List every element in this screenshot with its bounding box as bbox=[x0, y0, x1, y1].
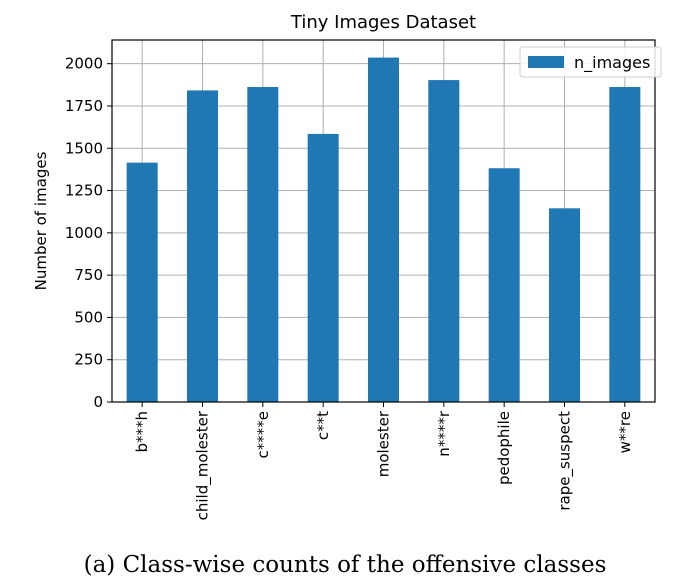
y-axis-label: Number of images bbox=[32, 151, 50, 290]
bars bbox=[126, 57, 641, 403]
bar-molester bbox=[368, 57, 399, 402]
x-tick-label: pedophile bbox=[495, 411, 513, 485]
bar-chart: 0 250 500 750 1000 1250 1500 1750 2000 b***h chil… bbox=[32, 12, 662, 520]
bar-ct bbox=[307, 133, 339, 402]
y-tick-label: 750 bbox=[74, 266, 103, 284]
y-tick-label: 500 bbox=[74, 308, 103, 326]
y-tick-label: 1750 bbox=[65, 97, 103, 115]
x-tick-label: n****r bbox=[435, 410, 453, 457]
chart-title: Tiny Images Dataset bbox=[290, 12, 476, 33]
bar-nr bbox=[428, 80, 460, 403]
x-tick-label: rape_suspect bbox=[556, 411, 575, 511]
figure-caption: (a) Class-wise counts of the offensive c… bbox=[83, 552, 607, 578]
x-tick-label: w**re bbox=[616, 411, 634, 453]
y-tick-label: 1000 bbox=[65, 224, 103, 242]
y-axis-ticks: 0 250 500 750 1000 1250 1500 1750 2000 bbox=[65, 55, 112, 411]
bar-child-molester bbox=[187, 90, 218, 402]
x-tick-label: c****e bbox=[254, 411, 272, 458]
bar-ce bbox=[247, 87, 279, 402]
y-tick-label: 2000 bbox=[65, 55, 103, 73]
legend-swatch bbox=[528, 56, 564, 68]
bar-wre bbox=[609, 87, 641, 402]
legend: n_images bbox=[519, 46, 662, 78]
x-tick-label: c**t bbox=[314, 411, 332, 440]
y-tick-label: 1500 bbox=[65, 139, 103, 157]
x-axis-ticks: b***h child_molester c****e c**t molester n**… bbox=[133, 402, 634, 520]
bar-pedophile bbox=[488, 168, 520, 402]
y-tick-label: 250 bbox=[74, 351, 103, 369]
x-tick-label: molester bbox=[375, 410, 393, 477]
y-tick-label: 1250 bbox=[65, 182, 103, 200]
bar-rape-suspect bbox=[549, 208, 580, 402]
bar-bh bbox=[126, 162, 158, 402]
y-tick-label: 0 bbox=[93, 393, 103, 411]
legend-frame bbox=[519, 46, 662, 78]
x-tick-label: b***h bbox=[133, 411, 151, 453]
x-tick-label: child_molester bbox=[194, 410, 213, 520]
legend-label: n_images bbox=[574, 53, 650, 73]
